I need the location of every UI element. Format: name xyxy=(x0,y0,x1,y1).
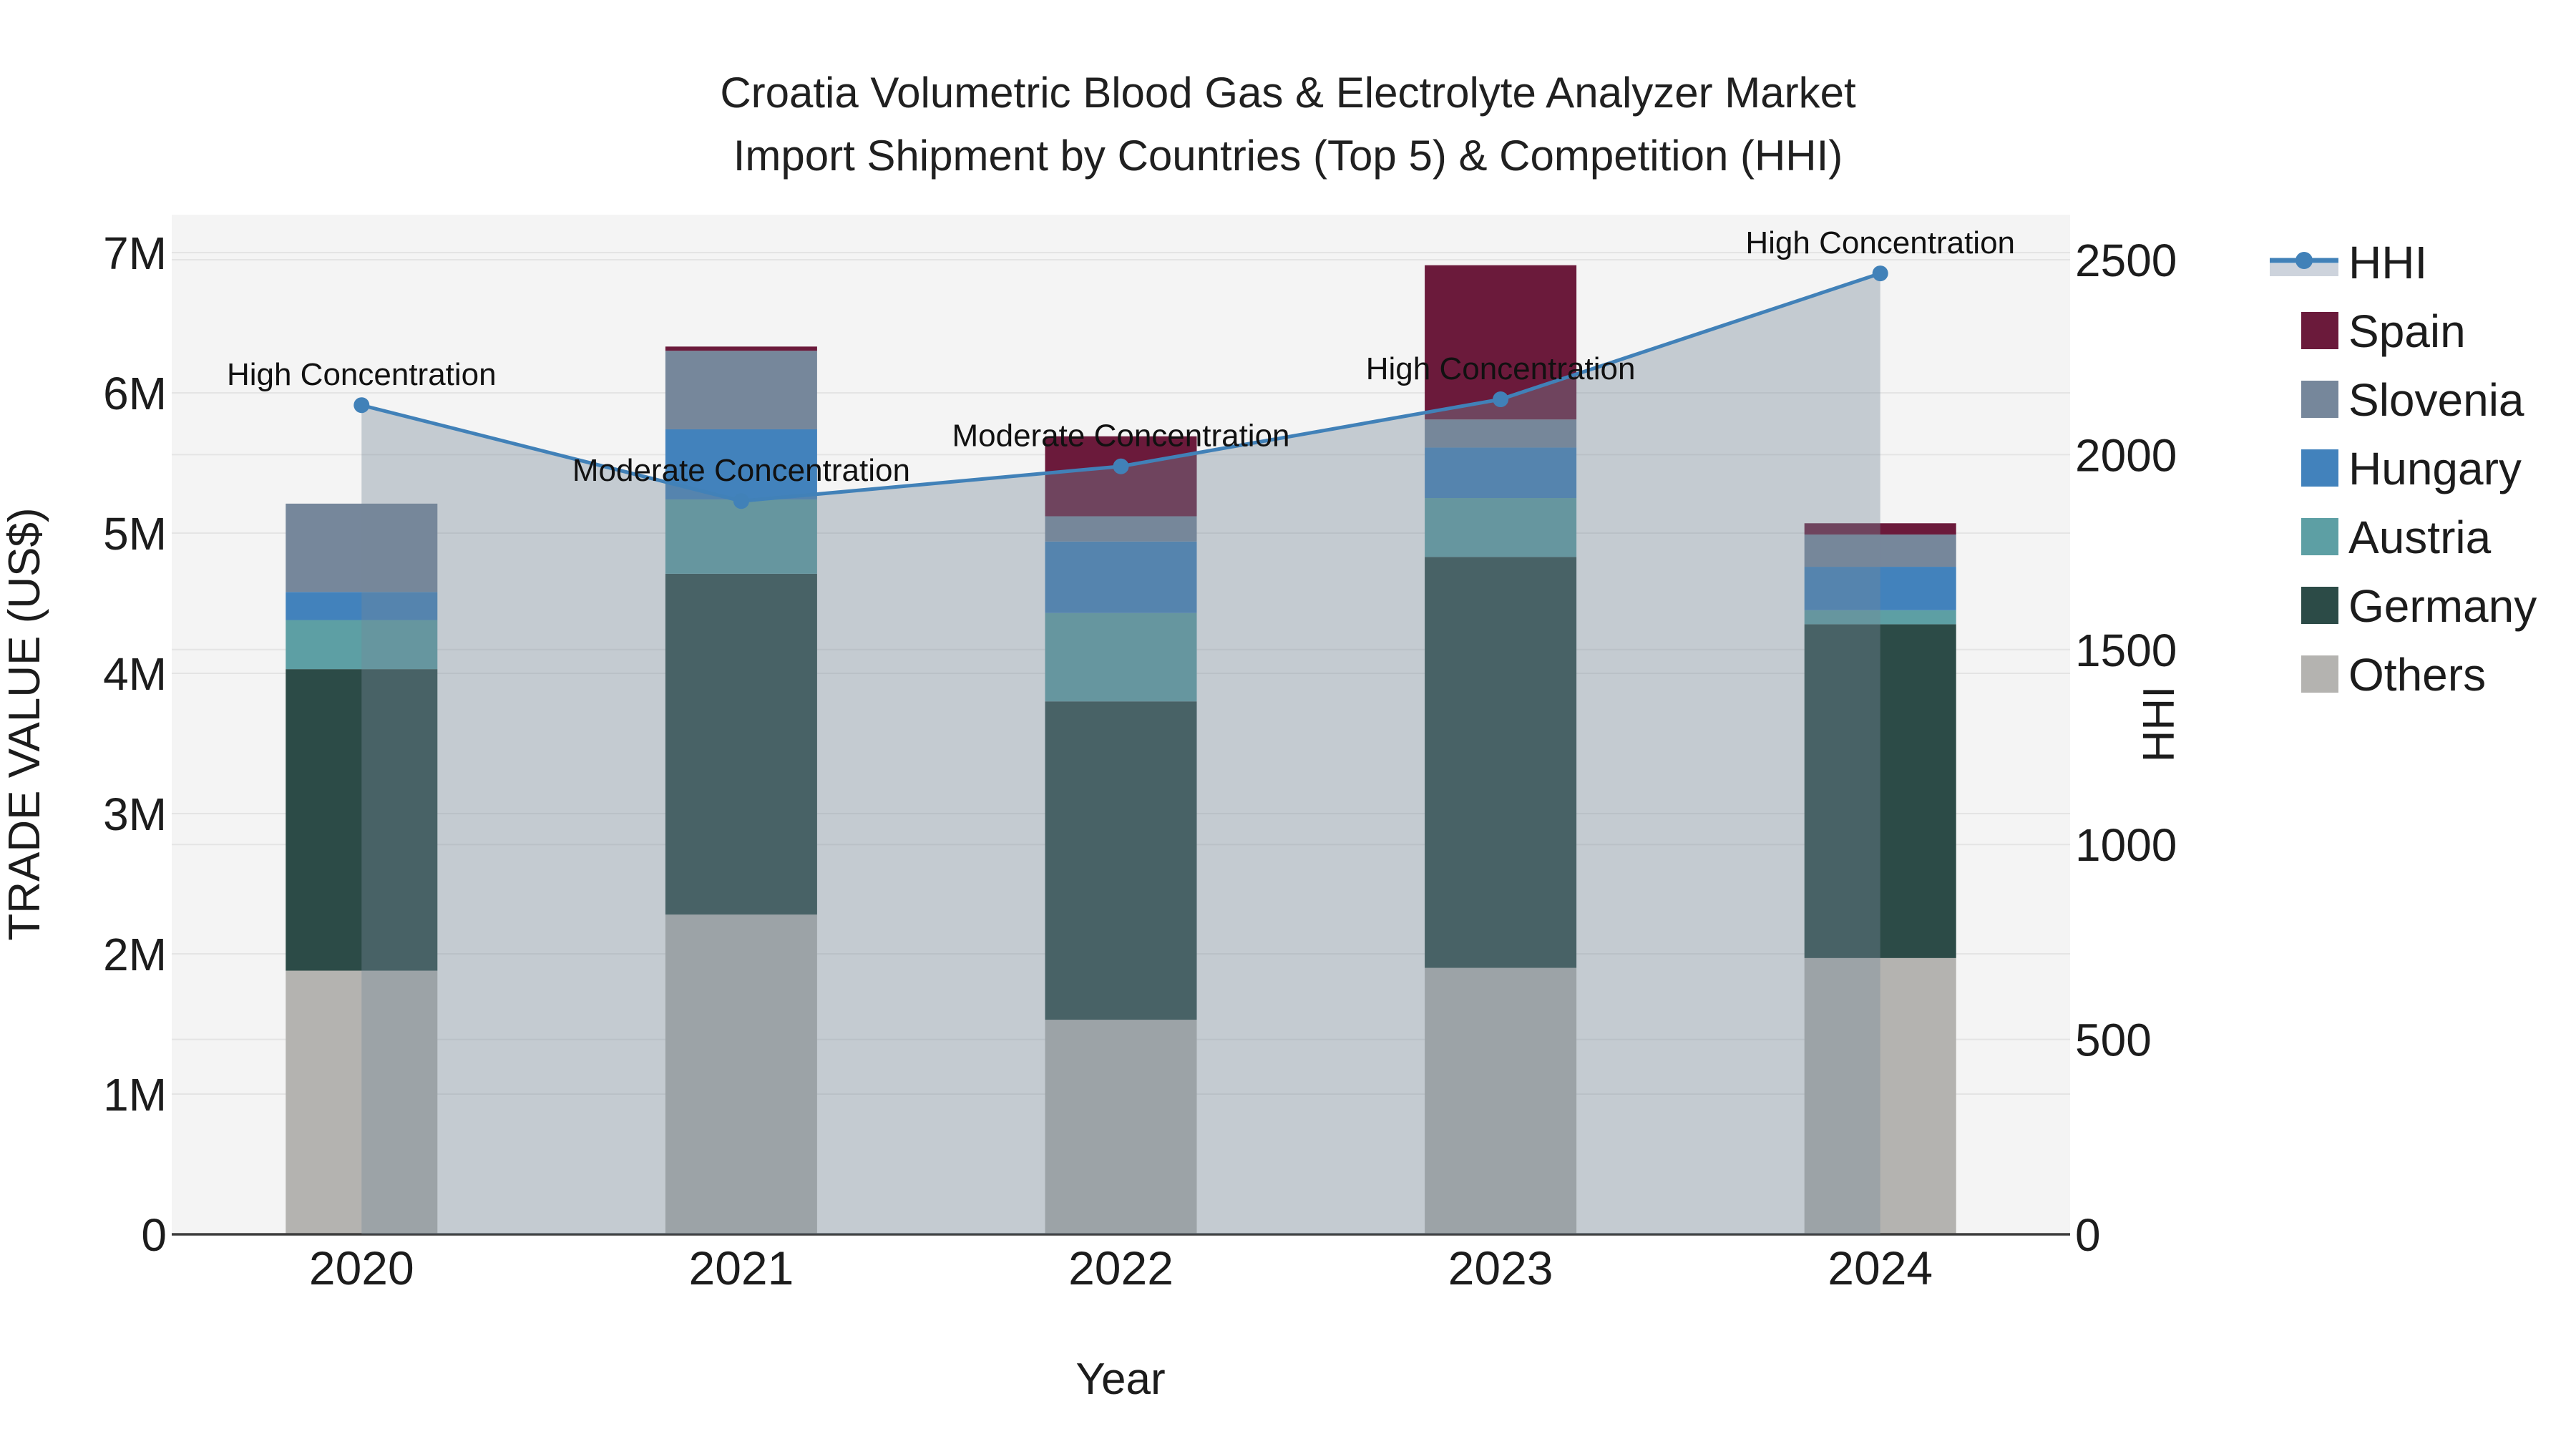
right-y-tick-1000: 1000 xyxy=(2075,819,2177,871)
legend-swatch-germany xyxy=(2301,587,2338,624)
hhi-legend-fill-band xyxy=(2270,263,2338,276)
bar-segment-others-2020[interactable] xyxy=(286,970,438,1234)
bar-segment-austria-2023[interactable] xyxy=(1425,498,1577,557)
hhi-marker-2021[interactable] xyxy=(733,493,749,509)
hhi-marker-2023[interactable] xyxy=(1493,391,1509,408)
legend-swatch-slovenia xyxy=(2301,381,2338,418)
hhi-area-fill-layer xyxy=(361,273,1880,1234)
stacked-bars-layer xyxy=(286,265,1956,1234)
legend-label-austria: Austria xyxy=(2348,512,2492,563)
right-y-tick-1500: 1500 xyxy=(2075,625,2177,676)
legend-label-spain: Spain xyxy=(2348,306,2466,357)
bar-segment-germany-2020[interactable] xyxy=(286,669,438,971)
bar-segment-hungary-2023[interactable] xyxy=(1425,447,1577,498)
legend-label-hungary: Hungary xyxy=(2348,443,2522,494)
bar-segment-austria-2022[interactable] xyxy=(1045,613,1197,702)
annotation-2024: High Concentration xyxy=(1745,225,2015,260)
annotation-2021: Moderate Concentration xyxy=(572,453,910,488)
annotation-2023: High Concentration xyxy=(1366,351,1636,386)
hhi-marker-2024[interactable] xyxy=(1872,265,1888,282)
legend-label-germany: Germany xyxy=(2348,580,2537,632)
left-y-tick-0: 0 xyxy=(141,1209,167,1261)
legend: HHI Spain Slovenia Hungary Austria Germany Oth… xyxy=(2270,237,2537,701)
hhi-marker-2022[interactable] xyxy=(1113,458,1129,474)
bar-segment-austria-2020[interactable] xyxy=(286,620,438,670)
bar-segment-slovenia-2024[interactable] xyxy=(1804,534,1956,567)
legend-swatch-others xyxy=(2301,655,2338,693)
annotation-layer: High Concentration Moderate Concentration… xyxy=(227,225,2015,488)
bar-segment-spain-2022[interactable] xyxy=(1045,436,1197,517)
legend-entry-spain[interactable]: Spain xyxy=(2301,306,2466,357)
right-y-tick-2500: 2500 xyxy=(2075,235,2177,286)
bar-segment-germany-2023[interactable] xyxy=(1425,557,1577,968)
bar-segment-others-2023[interactable] xyxy=(1425,967,1577,1234)
left-y-tick-7M: 7M xyxy=(103,228,167,279)
legend-swatch-austria xyxy=(2301,518,2338,555)
right-y-tick-2000: 2000 xyxy=(2075,429,2177,481)
legend-label-others: Others xyxy=(2348,649,2486,701)
bar-segment-slovenia-2021[interactable] xyxy=(665,351,817,429)
legend-swatch-spain xyxy=(2301,312,2338,349)
left-y-tick-3M: 3M xyxy=(103,789,167,840)
bar-segment-spain-2024[interactable] xyxy=(1804,523,1956,535)
right-y-axis-title: HHI xyxy=(2135,686,2184,763)
bar-segment-hungary-2020[interactable] xyxy=(286,592,438,620)
bar-segment-germany-2024[interactable] xyxy=(1804,624,1956,958)
left-y-tick-2M: 2M xyxy=(103,929,167,980)
x-tick-2021: 2021 xyxy=(688,1241,794,1294)
annotation-2022: Moderate Concentration xyxy=(952,419,1289,454)
x-tick-2024: 2024 xyxy=(1828,1241,1933,1294)
hhi-marker-2020[interactable] xyxy=(353,397,370,414)
left-y-tick-5M: 5M xyxy=(103,508,167,560)
bar-segment-germany-2021[interactable] xyxy=(665,573,817,915)
x-tick-2020: 2020 xyxy=(309,1241,414,1294)
x-tick-2022: 2022 xyxy=(1068,1241,1174,1294)
left-y-tick-6M: 6M xyxy=(103,368,167,419)
chart-title-line1: Croatia Volumetric Blood Gas & Electroly… xyxy=(720,69,1856,117)
annotation-2020: High Concentration xyxy=(227,357,497,392)
bar-segment-austria-2021[interactable] xyxy=(665,499,817,574)
legend-entry-austria[interactable]: Austria xyxy=(2301,512,2492,563)
left-y-tick-4M: 4M xyxy=(103,648,167,700)
bar-segment-slovenia-2023[interactable] xyxy=(1425,419,1577,448)
tick-label-layer: 2020 2021 2022 2023 2024 0 1M 2M 3M 4M 5M 6M 7M 0 500 1… xyxy=(103,228,2177,1294)
left-y-axis-title: TRADE VALUE (US$) xyxy=(0,507,49,940)
hhi-area-fill xyxy=(361,273,1880,1234)
hhi-line-layer xyxy=(353,265,1888,509)
bar-segment-hungary-2022[interactable] xyxy=(1045,541,1197,613)
left-y-tick-1M: 1M xyxy=(103,1069,167,1121)
legend-entry-hungary[interactable]: Hungary xyxy=(2301,443,2522,494)
bar-segment-others-2021[interactable] xyxy=(665,914,817,1234)
x-axis-title: Year xyxy=(1075,1355,1165,1404)
legend-entry-others[interactable]: Others xyxy=(2301,649,2486,701)
chart-title-line2: Import Shipment by Countries (Top 5) & C… xyxy=(733,132,1843,180)
legend-label-hhi: HHI xyxy=(2348,237,2427,288)
bar-segment-hungary-2024[interactable] xyxy=(1804,567,1956,610)
bar-segment-slovenia-2022[interactable] xyxy=(1045,516,1197,542)
right-y-tick-500: 500 xyxy=(2075,1015,2152,1066)
bar-segment-others-2024[interactable] xyxy=(1804,957,1956,1234)
bar-segment-austria-2024[interactable] xyxy=(1804,610,1956,625)
x-tick-2023: 2023 xyxy=(1448,1241,1553,1294)
legend-label-slovenia: Slovenia xyxy=(2348,374,2524,426)
legend-swatch-hungary xyxy=(2301,449,2338,487)
legend-entry-hhi[interactable]: HHI xyxy=(2270,237,2427,288)
legend-entry-slovenia[interactable]: Slovenia xyxy=(2301,374,2524,426)
legend-entry-germany[interactable]: Germany xyxy=(2301,580,2537,632)
bar-segment-germany-2022[interactable] xyxy=(1045,701,1197,1020)
bar-segment-spain-2021[interactable] xyxy=(665,346,817,351)
bar-segment-others-2022[interactable] xyxy=(1045,1020,1197,1234)
bar-segment-slovenia-2020[interactable] xyxy=(286,503,438,592)
hhi-legend-marker xyxy=(2296,252,2313,269)
right-y-tick-0: 0 xyxy=(2075,1209,2101,1261)
